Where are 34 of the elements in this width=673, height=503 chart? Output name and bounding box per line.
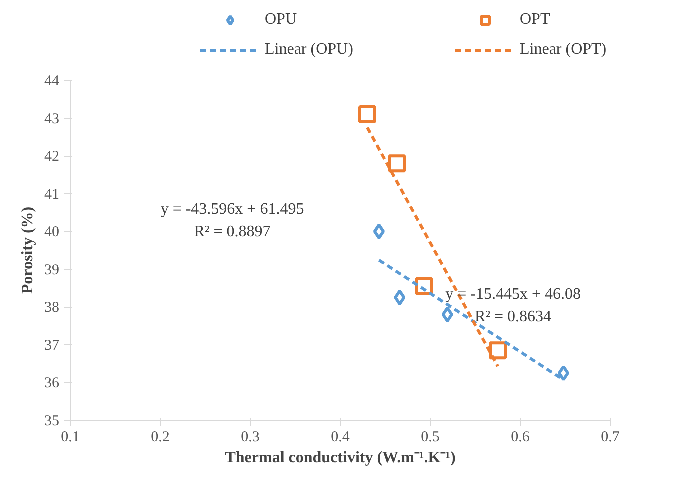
point: [442, 306, 454, 323]
y-tick-label: 35: [44, 414, 60, 430]
y-tick-label: 41: [44, 186, 60, 203]
annotation: R² = 0.8634: [475, 308, 552, 326]
y-tick-label: 44: [44, 74, 60, 90]
x-tick-label: 0.2: [151, 430, 170, 446]
y-tick-label: 36: [44, 376, 60, 392]
x-tick-label: 0.4: [331, 430, 350, 446]
point: [358, 106, 376, 124]
legend-label: Linear (OPU): [265, 41, 354, 59]
point: [394, 290, 406, 306]
y-tick-label: 37: [44, 338, 60, 354]
x-tick-label: 0.1: [61, 430, 80, 446]
y-axis-title: Porosity (%): [20, 206, 36, 294]
x-tick-label: 0.5: [421, 430, 440, 446]
y-tick-label: 39: [44, 262, 60, 278]
point: [489, 342, 507, 360]
y-tick-label: 40: [44, 224, 60, 241]
x-tick-label: 0.3: [241, 430, 260, 446]
y-tick-label: 38: [44, 300, 60, 316]
x-tick-label: 0.7: [601, 430, 620, 446]
annotation: y = -15.445x + 46.08: [446, 286, 581, 304]
x-axis-title: Thermal conductivity (W.m⁻¹.K⁻¹): [225, 450, 456, 466]
x-tick-label: 0.6: [511, 430, 530, 446]
y-tick-label: 43: [44, 111, 60, 128]
point: [373, 224, 386, 240]
point: [388, 154, 406, 173]
annotation: y = -43.596x + 61.495: [160, 201, 304, 218]
point: [558, 365, 570, 382]
y-tick-label: 42: [44, 149, 60, 166]
legend-label: OPU: [265, 11, 298, 29]
annotation: R² = 0.8897: [194, 223, 271, 240]
legend-label: Linear (OPT): [520, 41, 608, 59]
legend-label: OPT: [520, 11, 552, 29]
